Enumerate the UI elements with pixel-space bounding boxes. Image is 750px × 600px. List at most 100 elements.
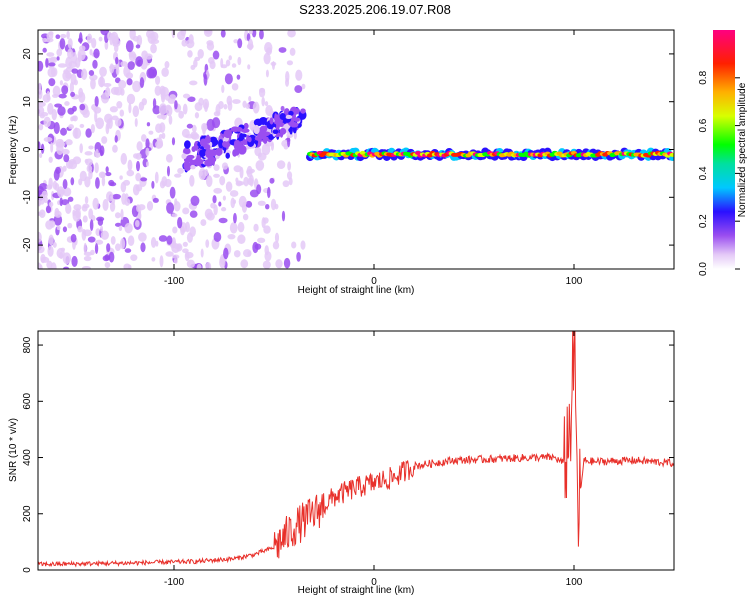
spectrogram-blob	[54, 210, 62, 218]
spectrogram-blob	[62, 252, 72, 265]
spectrogram-blob	[199, 138, 208, 147]
spectrogram-blob	[110, 236, 116, 245]
spectrogram-blob	[105, 86, 111, 98]
top-xtick-label: 0	[371, 276, 377, 287]
spectrogram-blob	[119, 175, 123, 180]
spectrogram-blob	[90, 78, 96, 90]
spectrogram-blob	[71, 68, 79, 74]
spectrogram-blob	[259, 116, 268, 125]
spectrogram-blob	[232, 99, 241, 105]
colorbar: 0.0 0.2 0.4 0.6 0.8 Normalized spectral ampl…	[698, 30, 748, 276]
spectrogram-blob	[190, 64, 196, 70]
spectrogram-blob	[205, 239, 210, 248]
spectrogram-blob	[287, 135, 291, 148]
bottom-ytick-label: 800	[22, 336, 33, 353]
spectrogram-blob	[263, 225, 271, 234]
spectrogram-blob	[71, 52, 78, 64]
spectrogram-blob	[165, 154, 173, 163]
spectrogram-blob	[279, 127, 287, 135]
spectrogram-blob	[194, 102, 203, 112]
spectrogram-blob	[293, 117, 301, 122]
spectrogram-blob	[94, 95, 99, 107]
spectrogram-blob	[220, 64, 228, 69]
spectrogram-blob	[196, 263, 202, 269]
spectrogram-blob	[263, 52, 271, 65]
spectrogram-blob	[225, 59, 231, 67]
spectrogram-blob	[245, 200, 253, 208]
spectrogram-blob	[138, 232, 147, 242]
spectrogram-blob	[104, 113, 113, 124]
spectrogram-blob	[71, 255, 78, 268]
spectrogram-blob	[59, 80, 64, 86]
spectrogram-blob	[287, 30, 296, 38]
colorbar-tick-label: 0.4	[698, 166, 709, 180]
spectrogram-blob	[171, 137, 176, 146]
spectrogram-blob	[158, 235, 168, 242]
spectrogram-blob	[38, 262, 42, 269]
spectrogram-blob	[254, 139, 259, 145]
spectrogram-blob	[274, 232, 280, 243]
spectrogram-blob	[161, 93, 166, 103]
spectrogram-blob	[224, 73, 233, 85]
spectrogram-blob	[161, 67, 169, 77]
spectrogram-blob	[67, 38, 73, 49]
spectrogram-blob	[155, 240, 159, 247]
spectrogram-blob	[146, 201, 154, 211]
spectrogram-blob	[140, 242, 146, 253]
spectrogram-blob	[169, 94, 177, 101]
spectrogram-blob	[109, 106, 118, 113]
spectrogram-blob	[106, 243, 111, 253]
spectrogram-blob	[235, 127, 243, 132]
spectrogram-blob	[239, 133, 244, 141]
spectrogram-blob	[123, 263, 131, 269]
spectrogram-blob	[259, 87, 266, 93]
spectrogram-blob	[124, 248, 132, 253]
spectrogram-blob	[79, 103, 86, 111]
spectrogram-blob	[58, 93, 67, 99]
spectrogram-blob	[159, 255, 164, 268]
spectrogram-blob	[38, 105, 45, 117]
spectrogram-blob	[194, 56, 201, 62]
spectrogram-blob	[48, 201, 54, 207]
spectrogram-blob	[38, 141, 41, 151]
spectrogram-blob	[209, 149, 217, 157]
spectrogram-blob	[46, 90, 50, 101]
spectrogram-blob	[54, 103, 63, 108]
spectrogram-blob	[261, 217, 266, 229]
spectrogram-blob	[207, 57, 215, 65]
spectrogram-blob	[173, 258, 178, 264]
spectrogram-blob	[84, 176, 91, 188]
spectrogram-blob	[88, 145, 94, 150]
spectrogram-blob	[65, 139, 73, 146]
spectrogram-blob	[204, 30, 212, 35]
spectrogram-blob	[98, 36, 103, 42]
spectrogram-blob	[83, 255, 92, 262]
spectrogram-blob	[109, 63, 115, 74]
top-xtick-label: 100	[566, 276, 583, 287]
spectrogram-blob	[52, 241, 57, 248]
spectrogram-blob	[236, 74, 241, 80]
spectrogram-blob	[261, 96, 265, 107]
spectrogram-blob	[67, 196, 74, 202]
spectrogram-blob	[242, 100, 247, 108]
spectrogram-blob	[49, 220, 56, 228]
spectrogram-blob	[135, 56, 143, 67]
spectrogram-blob	[78, 91, 86, 103]
spectrogram-blob	[248, 96, 252, 102]
spectrogram-blob	[263, 125, 268, 132]
spectrogram-blob	[212, 50, 220, 60]
spectrogram-blob	[53, 122, 60, 134]
spectrogram-blob	[282, 180, 290, 188]
spectrogram-blob	[59, 197, 63, 207]
spectrogram-blob	[72, 156, 82, 165]
top-x-axis-label: Height of straight line (km)	[298, 285, 415, 296]
spectrogram-blob	[152, 98, 157, 109]
spectrogram-blob	[79, 123, 85, 128]
spectrogram-blob	[132, 80, 141, 93]
spectrogram-blob	[65, 203, 72, 215]
spectrogram-blob	[155, 123, 163, 134]
spectrogram-blob	[197, 49, 204, 59]
spectrogram-blob	[206, 40, 214, 46]
spectrogram-blob	[200, 219, 207, 227]
spectrogram-blob	[104, 261, 111, 269]
